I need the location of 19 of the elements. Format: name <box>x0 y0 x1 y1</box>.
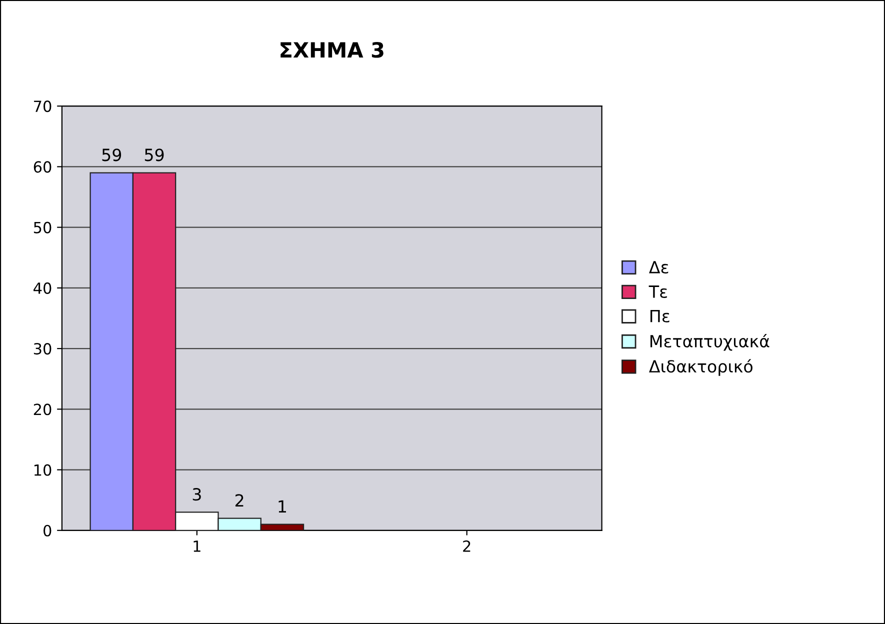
legend-label: Πε <box>650 310 670 322</box>
data-label: 2 <box>235 494 244 506</box>
y-tick-label: 0 <box>44 524 52 536</box>
y-tick-label: 10 <box>34 464 52 476</box>
y-tick-label: 30 <box>34 343 52 355</box>
data-label: 3 <box>192 488 201 501</box>
y-tick-label: 70 <box>34 100 52 112</box>
y-tick-label: 50 <box>34 222 52 234</box>
data-label: 59 <box>102 148 122 162</box>
y-tick-label: 60 <box>34 161 52 173</box>
legend-label: Δε <box>648 261 668 274</box>
data-label: 1 <box>278 500 286 513</box>
y-tick-label: 20 <box>34 404 52 416</box>
legend-label: Τε <box>648 286 667 298</box>
legend-label: Διδακτορικό <box>648 359 752 376</box>
y-tick-label: 40 <box>34 282 52 294</box>
chart-title: ΣΧΗΜΑ 3 <box>280 42 384 58</box>
data-label: 59 <box>144 148 164 162</box>
legend-label: Μεταπτυχιακά <box>650 334 770 351</box>
